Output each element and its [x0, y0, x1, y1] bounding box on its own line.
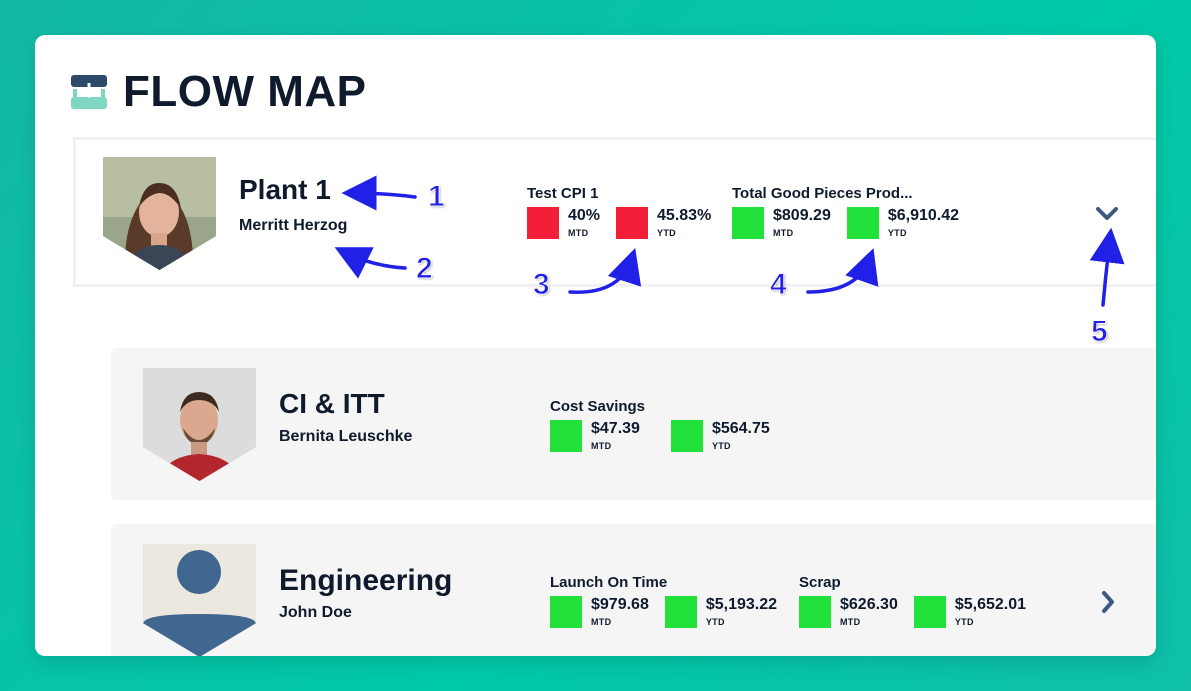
status-indicator [550, 596, 582, 628]
metric-cost-savings[interactable]: Cost Savings $47.39 MTD $564.75 YTD [550, 398, 786, 452]
page-header: FLOW MAP [71, 67, 367, 117]
metric-period: MTD [568, 228, 589, 238]
metric-value-mtd: $47.39 MTD [550, 420, 640, 452]
annotation-label: 4 [770, 268, 788, 302]
metric-value-ytd: $5,652.01 YTD [913, 596, 1027, 628]
annotation-label: 1 [428, 180, 446, 214]
metric-title: Test CPI 1 [527, 185, 599, 202]
flow-list: Plant 1 Merritt Herzog Test CPI 1 40% MT… [73, 137, 1156, 656]
status-indicator [799, 596, 831, 628]
status-indicator [550, 420, 582, 452]
metric-period: MTD [773, 228, 794, 238]
chevron-down-icon[interactable] [1095, 206, 1119, 222]
metric-value: $6,910.42 [887, 207, 960, 224]
metric-period: YTD [657, 228, 676, 238]
metric-value: $809.29 [773, 207, 831, 224]
chevron-right-icon[interactable] [1100, 590, 1116, 614]
metric-period: YTD [705, 617, 725, 627]
metric-title: Scrap [799, 574, 841, 591]
metric-title: Total Good Pieces Prod... [732, 185, 913, 202]
avatar [143, 368, 256, 481]
avatar [143, 544, 256, 656]
metric-value: 40% [568, 207, 601, 224]
metric-test-cpi[interactable]: Test CPI 1 40% MTD 45.83% YTD [527, 185, 727, 239]
metric-period: YTD [887, 228, 907, 238]
list-item-engineering[interactable]: Engineering John Doe Launch On Time $979… [111, 524, 1156, 656]
metric-title: Launch On Time [550, 574, 668, 591]
metric-value: $5,652.01 [954, 596, 1027, 613]
metric-value-ytd: $564.75 YTD [670, 420, 770, 452]
row-title: Plant 1 [239, 174, 331, 205]
avatar [103, 157, 216, 270]
annotation-label: 5 [1091, 315, 1109, 349]
status-indicator [913, 596, 946, 628]
metric-launch-on-time[interactable]: Launch On Time $979.68 MTD $5,193.22 [550, 574, 793, 628]
status-indicator [670, 420, 703, 452]
flow-map-logo-icon [71, 75, 107, 109]
status-indicator [664, 596, 697, 628]
metric-value: $979.68 [591, 596, 649, 613]
metric-value: $564.75 [711, 420, 770, 437]
metric-scrap[interactable]: Scrap $626.30 MTD $5,652.01 YTD [799, 574, 1042, 628]
metric-value: $47.39 [591, 420, 640, 437]
metric-period: YTD [711, 441, 731, 451]
row-person: John Doe [279, 604, 352, 621]
flow-map-card: FLOW MAP Plant 1 Merritt Herzog Test CPI… [35, 35, 1156, 656]
row-person: Bernita Leuschke [279, 428, 413, 445]
metric-value-ytd: $5,193.22 YTD [664, 596, 778, 628]
metric-value-mtd: $809.29 MTD [732, 207, 831, 239]
row-title: Engineering [279, 564, 453, 597]
status-indicator [616, 207, 649, 239]
row-title: CI & ITT [279, 388, 385, 419]
status-indicator [846, 207, 879, 239]
list-item-plant-1[interactable]: Plant 1 Merritt Herzog Test CPI 1 40% MT… [73, 137, 1156, 287]
annotation-label: 3 [533, 268, 551, 302]
metric-period: MTD [840, 617, 861, 627]
page-title: FLOW MAP [123, 67, 367, 116]
metric-total-good-pieces[interactable]: Total Good Pieces Prod... $809.29 MTD $6… [732, 185, 975, 239]
metric-value-mtd: $626.30 MTD [799, 596, 898, 628]
metric-value: 45.83% [657, 207, 712, 224]
metric-value: $5,193.22 [705, 596, 778, 613]
metric-period: MTD [591, 441, 612, 451]
metric-title: Cost Savings [550, 398, 646, 415]
row-person: Merritt Herzog [239, 217, 348, 234]
metric-value: $626.30 [840, 596, 898, 613]
status-indicator [527, 207, 559, 239]
metric-period: MTD [591, 617, 612, 627]
metric-period: YTD [954, 617, 974, 627]
metric-value-mtd: $979.68 MTD [550, 596, 649, 628]
status-indicator [732, 207, 764, 239]
metric-value-mtd: 40% MTD [527, 207, 600, 239]
list-item-ci-itt[interactable]: CI & ITT Bernita Leuschke Cost Savings $… [111, 348, 1156, 500]
annotation-label: 2 [416, 252, 434, 286]
metric-value-ytd: $6,910.42 YTD [846, 207, 960, 239]
metric-value-ytd: 45.83% YTD [616, 207, 711, 239]
